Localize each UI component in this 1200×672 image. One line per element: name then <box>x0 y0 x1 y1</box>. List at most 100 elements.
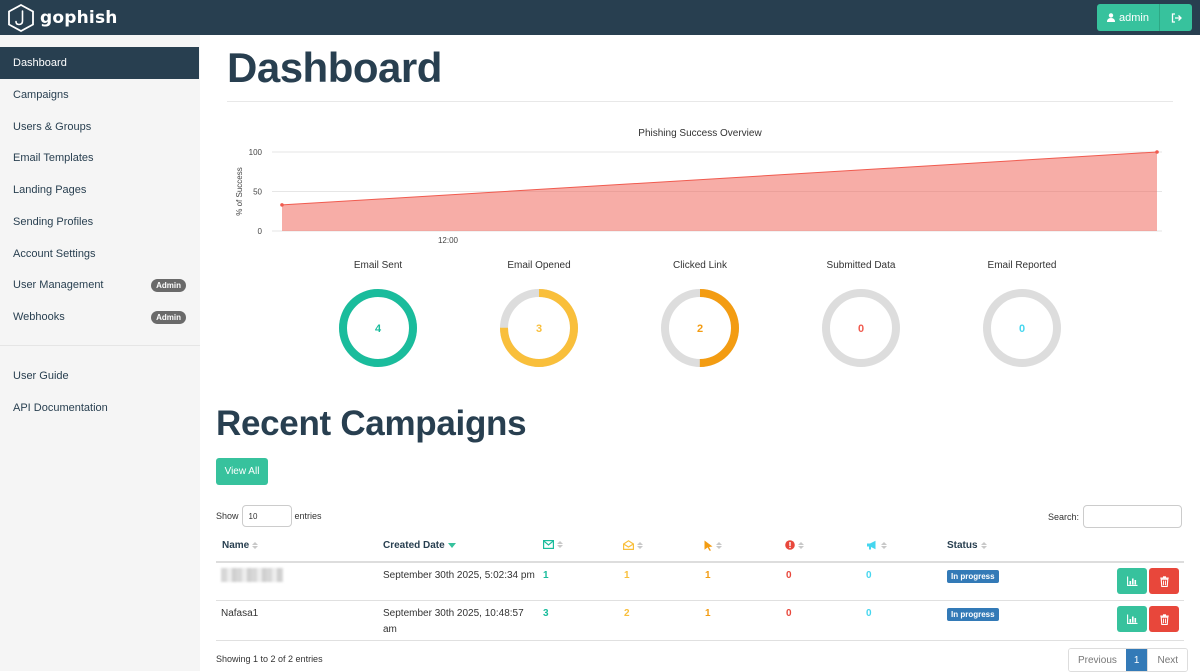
donut-value: 0 <box>858 323 864 335</box>
status-badge: In progress <box>947 608 999 621</box>
logout-icon <box>1171 12 1182 23</box>
sidebar-item-label: Campaigns <box>13 89 69 101</box>
opened-count: 1 <box>624 570 630 581</box>
pagination-page-1[interactable]: 1 <box>1125 649 1148 671</box>
sent-count: 3 <box>543 608 549 619</box>
column-header-clicked[interactable] <box>704 540 722 551</box>
title-divider <box>227 101 1173 102</box>
sort-icon <box>881 541 887 549</box>
sidebar-item-sending-profiles[interactable]: Sending Profiles <box>0 206 199 238</box>
donut-value: 3 <box>536 323 542 335</box>
view-all-button[interactable]: View All <box>216 458 268 485</box>
stat-submitted-data: Submitted Data 0 <box>781 260 941 374</box>
sort-icon <box>252 542 259 549</box>
sidebar-item-label: User Guide <box>13 370 69 382</box>
entries-label: entries <box>294 511 322 521</box>
view-results-button[interactable] <box>1117 568 1147 594</box>
stat-label: Email Opened <box>507 260 571 271</box>
campaign-name[interactable]: Nafasa1 <box>221 608 259 619</box>
stat-label: Email Reported <box>987 260 1057 271</box>
opened-count: 2 <box>624 608 630 619</box>
sidebar-item-webhooks[interactable]: Webhooks Admin <box>0 301 199 333</box>
sidebar: Dashboard Campaigns Users & Groups Email… <box>0 35 200 671</box>
pagination: Previous 1 Next <box>1068 648 1189 672</box>
delete-campaign-button[interactable] <box>1149 606 1179 632</box>
exclamation-circle-icon <box>785 540 795 550</box>
entries-select[interactable]: 10 <box>241 505 292 527</box>
sort-icon <box>637 541 643 549</box>
y-tick-label: 50 <box>253 188 262 197</box>
sidebar-item-label: Email Templates <box>13 152 94 164</box>
sort-icon <box>980 542 987 549</box>
donut-arc <box>500 289 578 367</box>
pagination-previous[interactable]: Previous <box>1069 649 1126 671</box>
clicked-count: 1 <box>705 570 711 581</box>
show-label: Show <box>216 511 239 521</box>
stat-donut: 0 <box>983 289 1061 367</box>
row-divider <box>216 600 1184 601</box>
stat-label: Submitted Data <box>826 260 896 271</box>
entries-length-control: Show 10 entries <box>216 505 322 527</box>
status-badge: In progress <box>947 570 999 583</box>
column-header-reported[interactable] <box>866 540 887 550</box>
trash-icon <box>1159 613 1169 625</box>
column-header-name[interactable]: Name <box>222 540 259 551</box>
y-axis-label: % of Success <box>235 167 244 215</box>
chart-title: Phishing Success Overview <box>638 128 762 139</box>
sidebar-item-label: Dashboard <box>13 57 67 69</box>
sidebar-item-users-groups[interactable]: Users & Groups <box>0 111 199 143</box>
donut-value: 0 <box>1019 323 1025 335</box>
donut-arc <box>661 289 739 367</box>
sidebar-item-user-management[interactable]: User Management Admin <box>0 269 199 301</box>
campaign-name-redacted[interactable] <box>221 568 283 582</box>
trash-icon <box>1159 575 1169 587</box>
stat-label: Clicked Link <box>673 260 727 271</box>
sidebar-item-email-templates[interactable]: Email Templates <box>0 142 199 174</box>
column-header-opened[interactable] <box>623 540 643 550</box>
donut-track <box>983 289 1061 367</box>
page-title: Dashboard <box>227 44 442 91</box>
admin-badge: Admin <box>151 278 186 292</box>
sidebar-item-api-documentation[interactable]: API Documentation <box>0 392 199 424</box>
logout-button[interactable] <box>1160 4 1192 31</box>
column-header-created-date[interactable]: Created Date <box>383 540 456 551</box>
sidebar-divider <box>0 345 200 346</box>
section-title: Recent Campaigns <box>216 404 527 443</box>
delete-campaign-button[interactable] <box>1149 568 1179 594</box>
brand-name: gophish <box>40 7 118 28</box>
search-input[interactable] <box>1083 505 1183 528</box>
column-header-status[interactable]: Status <box>947 540 987 551</box>
sidebar-item-label: Webhooks <box>13 311 65 323</box>
stat-email-opened: Email Opened 3 <box>459 260 619 374</box>
y-tick-label: 0 <box>258 227 263 236</box>
series-point <box>1155 150 1159 154</box>
view-results-button[interactable] <box>1117 606 1147 632</box>
sidebar-item-landing-pages[interactable]: Landing Pages <box>0 174 199 206</box>
top-navbar: gophish admin <box>0 0 1200 35</box>
sidebar-item-dashboard[interactable]: Dashboard <box>0 47 199 79</box>
sidebar-item-label: Landing Pages <box>13 184 87 196</box>
bar-chart-icon <box>1126 614 1137 624</box>
stat-donut: 4 <box>339 289 417 367</box>
sort-icon <box>716 542 722 549</box>
sidebar-item-label: API Documentation <box>13 402 108 414</box>
column-header-submitted[interactable] <box>785 540 804 550</box>
column-header-sent[interactable] <box>543 540 563 549</box>
sidebar-item-account-settings[interactable]: Account Settings <box>0 238 199 270</box>
user-menu-button[interactable]: admin <box>1097 4 1160 31</box>
brand[interactable]: gophish <box>8 3 118 32</box>
stat-donut: 3 <box>500 289 578 367</box>
column-header-label: Name <box>222 540 250 551</box>
stat-donut: 2 <box>661 289 739 367</box>
sidebar-item-user-guide[interactable]: User Guide <box>0 360 199 392</box>
created-date: September 30th 2025, 10:48:57 <box>383 608 524 619</box>
series-area <box>282 152 1157 231</box>
stat-label: Email Sent <box>353 260 403 271</box>
sort-desc-icon <box>447 543 456 548</box>
pagination-next[interactable]: Next <box>1147 649 1188 671</box>
sidebar-item-label: Users & Groups <box>13 121 92 133</box>
sidebar-item-campaigns[interactable]: Campaigns <box>0 79 199 111</box>
search-label: Search: <box>1048 511 1080 522</box>
user-menu: admin <box>1097 4 1192 31</box>
sidebar-item-label: Account Settings <box>13 248 96 260</box>
